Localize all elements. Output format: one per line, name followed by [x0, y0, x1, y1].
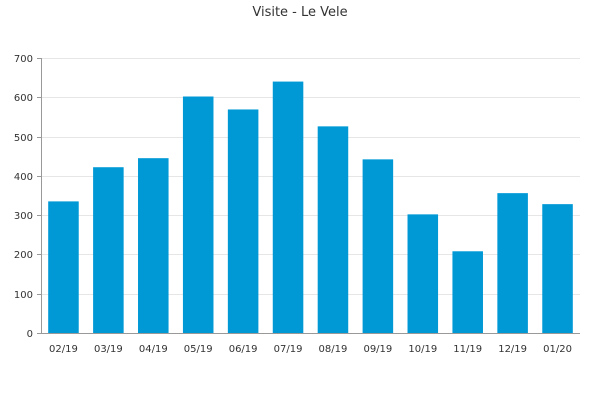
bar-04-19	[138, 158, 169, 333]
x-tick-label: 12/19	[498, 344, 527, 355]
y-tick-label: 400	[14, 172, 33, 183]
x-tick-label: 11/19	[453, 344, 482, 355]
axes	[37, 58, 580, 334]
y-tick-label: 500	[14, 133, 33, 144]
x-tick-label: 01/20	[543, 344, 572, 355]
bar-02-19	[48, 201, 79, 333]
x-tick-label: 03/19	[94, 344, 123, 355]
bar-08-19	[317, 126, 349, 333]
y-tick-label: 0	[27, 329, 33, 340]
bar-12-19	[497, 193, 528, 333]
x-axis-ticks: 02/19 03/19 04/19 05/19 06/19 07/19 08/19 09/19…	[49, 344, 572, 355]
x-tick-label: 09/19	[363, 344, 392, 355]
x-tick-label: 02/19	[49, 344, 78, 355]
bar-05-19	[182, 96, 214, 333]
y-tick-label: 300	[14, 211, 33, 222]
bar-06-19	[227, 109, 259, 333]
bars	[48, 81, 573, 333]
bar-09-19	[362, 159, 394, 333]
x-tick-label: 04/19	[139, 344, 168, 355]
bar-10-19	[407, 214, 439, 333]
y-axis-ticks: 0 100 200 300 400 500 600 700	[14, 54, 33, 340]
bar-01-20	[542, 204, 573, 333]
y-tick-label: 200	[14, 250, 33, 261]
chart-title: Visite - Le Vele	[252, 5, 347, 20]
bar-07-19	[272, 81, 304, 333]
y-tick-label: 600	[14, 93, 33, 104]
bar-11-19	[452, 251, 483, 333]
x-tick-label: 06/19	[229, 344, 258, 355]
y-tick-label: 100	[14, 290, 33, 301]
bar-03-19	[93, 167, 124, 333]
y-tick-label: 700	[14, 54, 33, 65]
x-tick-label: 10/19	[408, 344, 437, 355]
x-tick-label: 07/19	[274, 344, 303, 355]
x-tick-label: 08/19	[319, 344, 348, 355]
grid-lines	[41, 58, 580, 295]
x-tick-label: 05/19	[184, 344, 213, 355]
